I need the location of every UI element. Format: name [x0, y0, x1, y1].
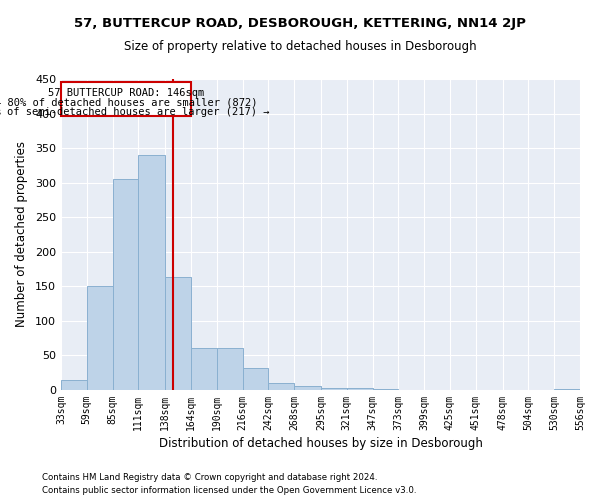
Text: 57 BUTTERCUP ROAD: 146sqm: 57 BUTTERCUP ROAD: 146sqm [48, 88, 204, 98]
Bar [87, 286, 113, 390]
Text: Contains public sector information licensed under the Open Government Licence v3: Contains public sector information licen… [42, 486, 416, 495]
Text: Contains HM Land Registry data © Crown copyright and database right 2024.: Contains HM Land Registry data © Crown c… [42, 474, 377, 482]
Bar [321, 388, 347, 390]
Bar [113, 179, 139, 390]
Text: Size of property relative to detached houses in Desborough: Size of property relative to detached ho… [124, 40, 476, 53]
Bar [294, 386, 321, 390]
Bar [61, 82, 191, 116]
Bar [268, 383, 294, 390]
Text: ← 80% of detached houses are smaller (872): ← 80% of detached houses are smaller (87… [0, 98, 257, 108]
Bar [217, 348, 242, 390]
Bar [139, 155, 165, 390]
Bar [165, 278, 191, 390]
Bar [191, 348, 217, 390]
Bar [554, 388, 580, 390]
Bar [347, 388, 373, 390]
Bar [242, 368, 268, 390]
Bar [61, 380, 87, 390]
Bar [373, 388, 398, 390]
Text: 57, BUTTERCUP ROAD, DESBOROUGH, KETTERING, NN14 2JP: 57, BUTTERCUP ROAD, DESBOROUGH, KETTERIN… [74, 18, 526, 30]
Text: 20% of semi-detached houses are larger (217) →: 20% of semi-detached houses are larger (… [0, 108, 269, 118]
Y-axis label: Number of detached properties: Number of detached properties [15, 142, 28, 328]
X-axis label: Distribution of detached houses by size in Desborough: Distribution of detached houses by size … [158, 437, 482, 450]
